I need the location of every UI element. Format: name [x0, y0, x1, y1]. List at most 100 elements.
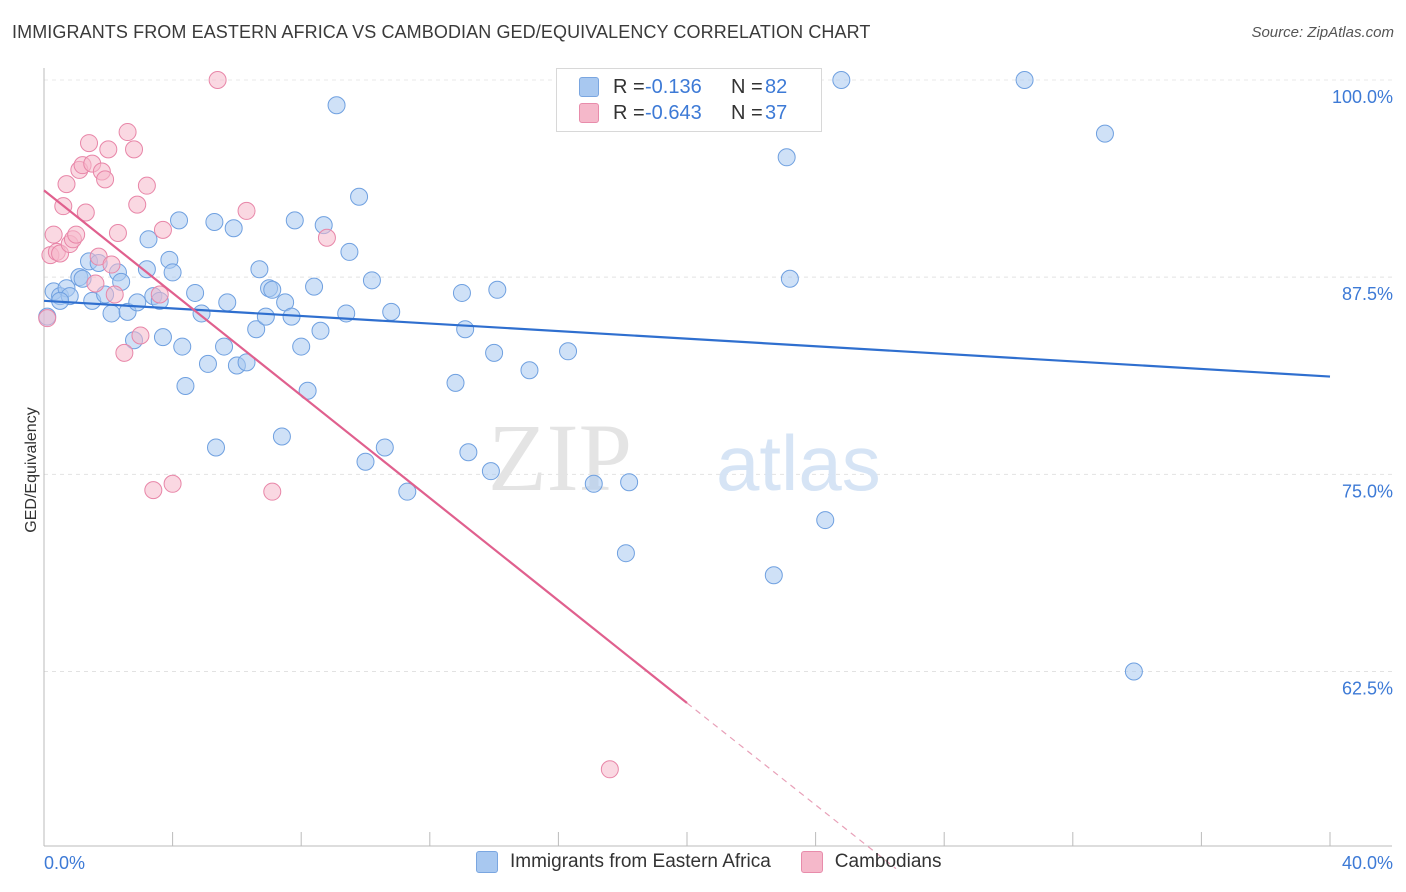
data-point	[559, 342, 578, 361]
correlation-legend: R = -0.136 N = 82 R = -0.643 N = 37	[556, 68, 822, 132]
trend-line-cambodians	[43, 189, 688, 704]
data-point	[89, 247, 108, 266]
data-point	[205, 212, 224, 231]
data-point	[1095, 124, 1114, 143]
data-point	[263, 280, 282, 299]
trend-line-eastern-africa	[43, 299, 1331, 378]
legend-label: Immigrants from Eastern Africa	[510, 851, 771, 872]
data-point	[170, 211, 189, 230]
data-point	[102, 255, 121, 274]
legend-item-cambodians[interactable]: Cambodians	[800, 851, 942, 873]
data-point	[263, 482, 282, 501]
data-point	[485, 343, 504, 362]
data-point	[340, 242, 359, 261]
series-eastern-africa-points	[38, 69, 1143, 681]
data-point	[128, 195, 147, 214]
trend-lines	[43, 189, 1331, 870]
data-point	[163, 474, 182, 493]
data-point	[350, 187, 369, 206]
chart-title: IMMIGRANTS FROM EASTERN AFRICA VS CAMBOD…	[12, 22, 871, 42]
legend-swatch-blue	[476, 851, 498, 873]
data-point	[327, 96, 346, 115]
series-legend: Immigrants from Eastern Africa Cambodian…	[476, 851, 971, 873]
data-point	[38, 309, 57, 328]
legend-n-value: 82	[765, 75, 788, 98]
data-point	[237, 353, 256, 372]
data-point	[125, 140, 144, 159]
legend-label: Cambodians	[834, 851, 942, 872]
y-tick-label: 62.5%	[1342, 678, 1393, 698]
legend-n-label: N =	[731, 101, 763, 124]
legend-n-label: N =	[731, 75, 763, 98]
data-point	[99, 140, 118, 159]
y-axis-label-wrap: GED/Equivalency	[8, 320, 48, 620]
y-axis-label: GED/Equivalency	[23, 407, 40, 532]
data-point	[118, 123, 137, 142]
data-point	[311, 321, 330, 340]
legend-n-value: 37	[765, 101, 788, 124]
data-point	[600, 760, 619, 779]
legend-r-label: R =	[613, 75, 645, 98]
data-point	[292, 337, 311, 356]
data-point	[108, 224, 127, 242]
grid-lines	[44, 79, 1392, 672]
data-point	[620, 473, 639, 492]
data-point	[44, 225, 63, 244]
legend-item-eastern-africa[interactable]: Immigrants from Eastern Africa	[476, 851, 771, 873]
data-point	[224, 219, 243, 238]
data-point	[247, 320, 266, 339]
legend-swatch-blue	[579, 77, 599, 97]
data-point	[520, 361, 539, 380]
data-point	[285, 211, 304, 230]
data-point	[198, 354, 217, 373]
data-point	[816, 511, 835, 530]
data-point	[764, 566, 783, 585]
data-point	[452, 283, 471, 302]
data-point	[250, 260, 269, 279]
data-point	[362, 271, 381, 290]
data-point	[96, 170, 115, 189]
data-point	[137, 176, 156, 195]
data-point	[218, 293, 237, 312]
x-tick-label: 40.0%	[1342, 853, 1393, 873]
data-point	[57, 175, 76, 194]
data-point	[86, 274, 105, 293]
tick-labels: 62.5% 75.0% 87.5% 100.0% 0.0% 40.0%	[44, 87, 1393, 873]
data-point	[356, 452, 375, 471]
data-point	[67, 225, 86, 244]
data-point	[777, 148, 796, 167]
data-point	[163, 263, 182, 282]
data-point	[186, 283, 205, 302]
legend-row-cambodians: R = -0.643 N = 37	[579, 100, 787, 126]
data-point	[128, 293, 147, 312]
data-point	[153, 220, 172, 239]
data-point	[446, 373, 465, 392]
data-point	[131, 326, 150, 345]
data-point	[616, 544, 635, 563]
data-point	[382, 302, 401, 321]
data-point	[144, 481, 163, 500]
data-point	[832, 71, 851, 89]
trend-line-cambodians-extension	[686, 702, 897, 870]
x-tick-label: 0.0%	[44, 853, 85, 873]
data-point	[153, 328, 172, 347]
data-point	[1124, 662, 1143, 681]
data-point	[76, 203, 95, 222]
legend-swatch-pink	[800, 851, 823, 873]
data-point	[459, 443, 478, 462]
data-point	[105, 285, 124, 304]
source-label: Source: ZipAtlas.com	[1251, 24, 1394, 41]
data-point	[176, 377, 195, 395]
data-point	[488, 280, 507, 299]
data-point	[317, 228, 336, 247]
data-point	[1015, 71, 1034, 89]
axes	[43, 68, 1392, 847]
data-point	[256, 307, 275, 326]
legend-row-eastern-africa: R = -0.136 N = 82	[579, 74, 787, 100]
data-point	[456, 320, 475, 339]
data-point	[375, 438, 394, 457]
series-cambodians-points	[38, 71, 619, 779]
watermark-atlas: atlas	[716, 419, 881, 507]
y-tick-label: 87.5%	[1342, 284, 1393, 304]
